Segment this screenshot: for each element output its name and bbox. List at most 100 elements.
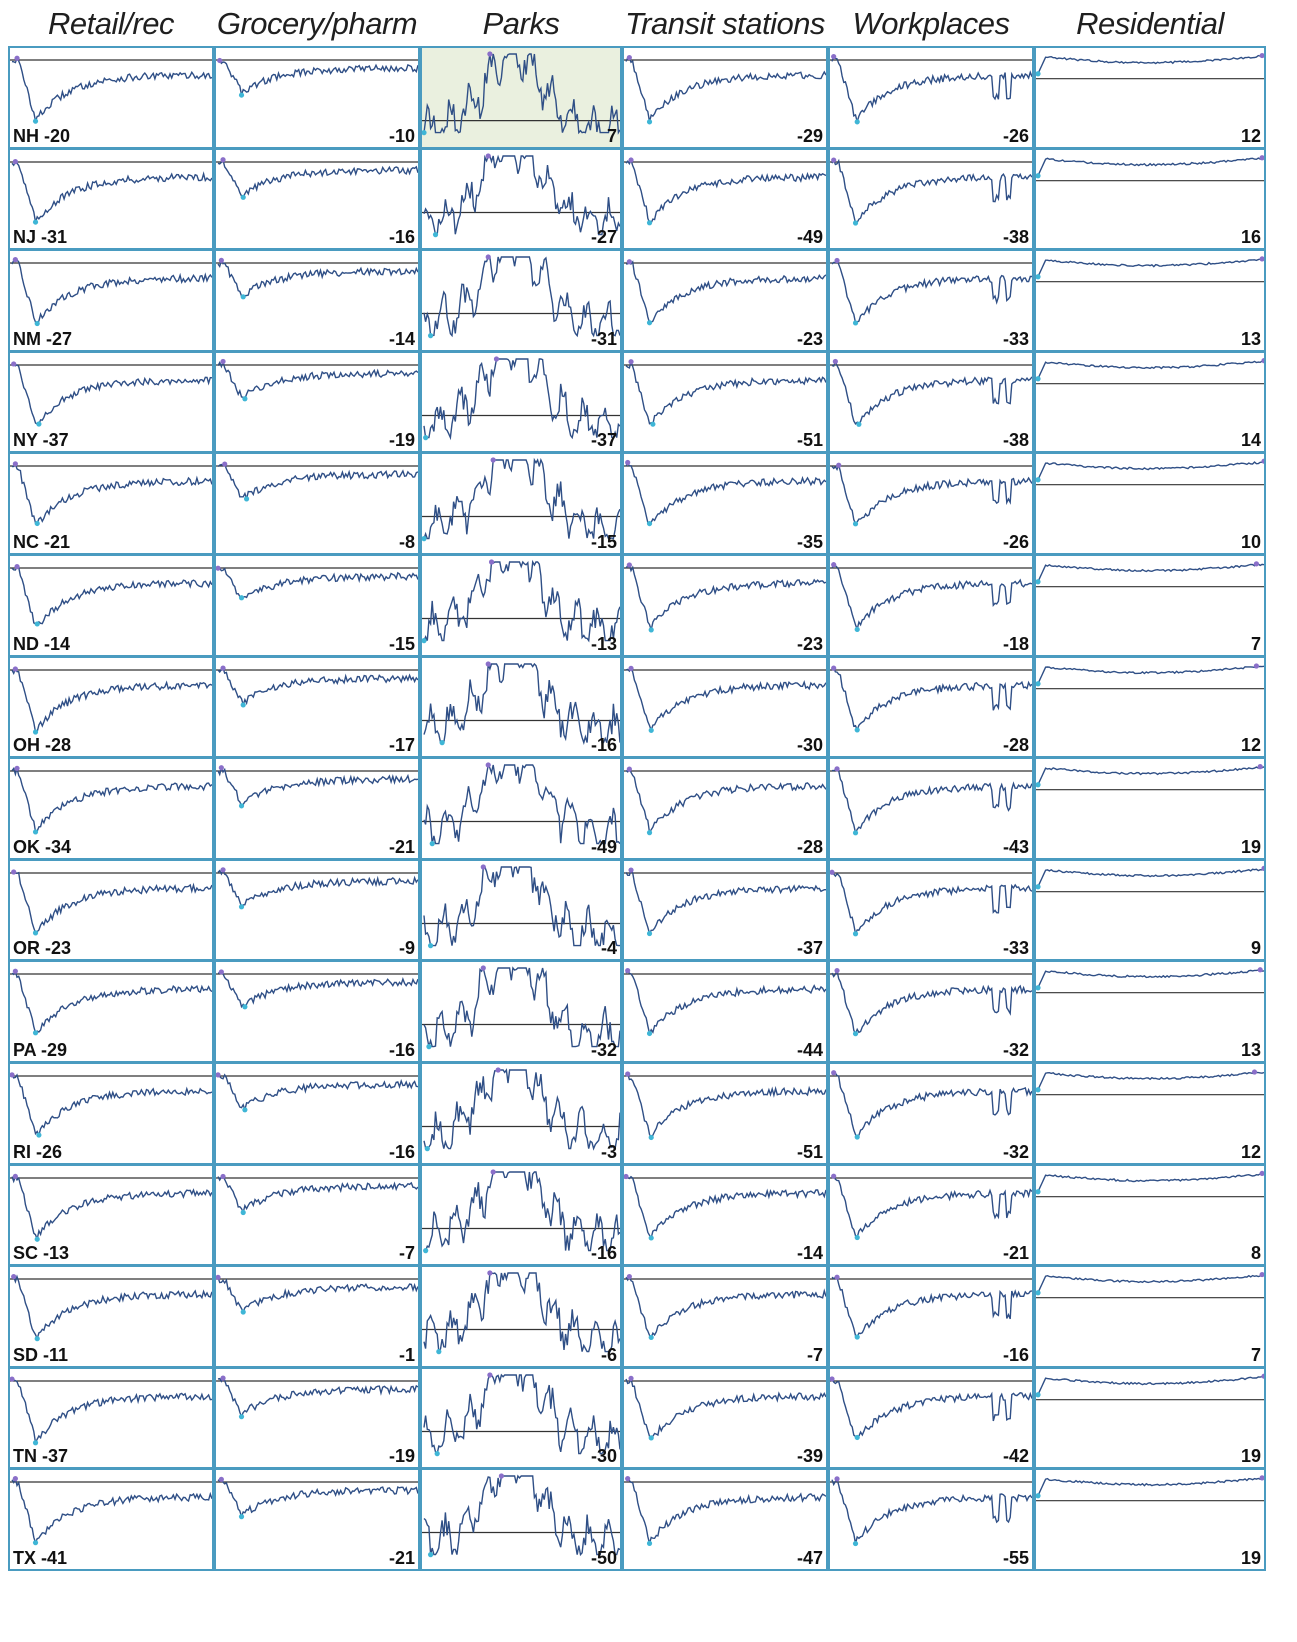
value-label: -17	[388, 735, 415, 756]
max-marker	[480, 864, 486, 870]
sparkline-sd-residential	[1036, 1272, 1264, 1299]
series-line	[217, 1073, 418, 1113]
series-line	[217, 765, 418, 808]
series-line	[217, 1175, 418, 1215]
min-marker	[648, 627, 654, 633]
row-label: ND -14	[13, 633, 71, 654]
cell-oh-retail: OH -28	[8, 655, 214, 759]
sparkline-or-workplaces	[830, 869, 1032, 937]
series-line	[831, 1071, 1032, 1139]
series-line	[11, 1274, 212, 1341]
min-marker	[648, 1335, 654, 1341]
series-line	[217, 59, 418, 96]
max-marker	[1259, 1475, 1264, 1481]
cell-ok-parks: -49	[420, 757, 622, 860]
cell-tn-retail: TN -37	[8, 1366, 214, 1470]
min-marker	[36, 1132, 42, 1138]
sparkline-tn-parks	[422, 1372, 620, 1456]
value-label: -9	[398, 938, 415, 959]
sparkline-nj-retail	[10, 158, 212, 225]
series-line	[423, 1272, 620, 1354]
value-label: -4	[600, 938, 617, 959]
series-line	[625, 666, 826, 733]
cell-or-retail: OR -23	[8, 858, 214, 962]
cell-pa-parks: -32	[420, 960, 622, 1063]
max-marker	[834, 766, 840, 772]
min-marker	[854, 1434, 860, 1440]
value-label: -10	[388, 125, 415, 146]
series-line	[423, 866, 620, 947]
series-line	[625, 157, 826, 224]
series-line	[831, 968, 1032, 1036]
sparkline-or-parks	[422, 864, 620, 948]
series-line	[11, 767, 212, 834]
max-marker	[14, 564, 20, 570]
max-marker	[488, 559, 495, 565]
series-line	[832, 768, 1032, 836]
series-line	[831, 666, 1032, 732]
max-marker	[626, 1274, 632, 1280]
max-marker	[220, 156, 226, 162]
value-label: -26	[1002, 125, 1029, 146]
min-marker	[1036, 71, 1041, 77]
sparkline-nc-transit	[624, 460, 826, 527]
min-marker	[422, 536, 427, 542]
value-label: -16	[590, 735, 617, 756]
value-label: -14	[796, 1243, 823, 1264]
series-line	[625, 359, 826, 426]
max-marker	[834, 258, 840, 264]
series-line	[217, 666, 418, 707]
cell-tx-transit: -47	[622, 1468, 828, 1571]
sparkline-tn-retail	[10, 1376, 212, 1446]
value-label: -1	[398, 1344, 415, 1365]
value-label: -51	[796, 1141, 823, 1162]
series-line	[1037, 1172, 1264, 1192]
value-label: -55	[1002, 1547, 1029, 1568]
sparkline-tx-residential	[1036, 1475, 1264, 1502]
min-marker	[650, 421, 656, 427]
min-marker	[1036, 477, 1041, 483]
series-line	[217, 1478, 418, 1520]
cell-ok-retail: OK -34	[8, 757, 214, 860]
series-line	[11, 56, 212, 124]
cell-sd-residential: 7	[1034, 1265, 1266, 1368]
min-marker	[648, 1234, 654, 1241]
max-marker	[834, 1274, 840, 1280]
sparkline-pa-residential	[1036, 967, 1264, 994]
row-label: NH -20	[13, 125, 71, 146]
cell-pa-transit: -44	[622, 960, 828, 1063]
sparkline-ny-parks	[422, 356, 620, 441]
sparkline-nm-grocery	[216, 257, 418, 300]
value-label: 19	[1240, 1547, 1261, 1568]
max-marker	[220, 1173, 226, 1179]
min-marker	[429, 841, 435, 847]
sparkline-ny-grocery	[216, 358, 418, 402]
cell-oh-parks: -16	[420, 655, 622, 759]
sparkline-nj-grocery	[216, 156, 418, 200]
cell-ri-retail: RI -26	[8, 1062, 214, 1165]
series-line	[217, 157, 418, 198]
max-marker	[485, 660, 491, 667]
row-label: RI -26	[13, 1141, 63, 1162]
min-marker	[852, 930, 859, 937]
min-marker	[426, 1044, 432, 1050]
cell-nj-retail: NJ -31	[8, 147, 214, 251]
value-label: -37	[796, 938, 823, 959]
max-marker	[480, 965, 486, 971]
series-line	[11, 159, 212, 222]
sparkline-nh-workplaces	[830, 53, 1032, 125]
cell-nj-workplaces: -38	[828, 147, 1034, 251]
min-marker	[854, 119, 860, 125]
cell-sd-workplaces: -16	[828, 1265, 1034, 1368]
max-marker	[217, 57, 223, 64]
sparkline-nh-residential	[1036, 52, 1264, 80]
value-label: -32	[590, 1039, 617, 1060]
min-marker	[242, 1004, 248, 1010]
series-line	[831, 157, 1032, 224]
series-line	[831, 1276, 1032, 1339]
sparkline-oh-grocery	[216, 665, 418, 708]
series-line	[11, 969, 212, 1035]
sparkline-nm-parks	[422, 254, 620, 339]
cell-nj-transit: -49	[622, 147, 828, 251]
value-label: -26	[1002, 531, 1029, 552]
